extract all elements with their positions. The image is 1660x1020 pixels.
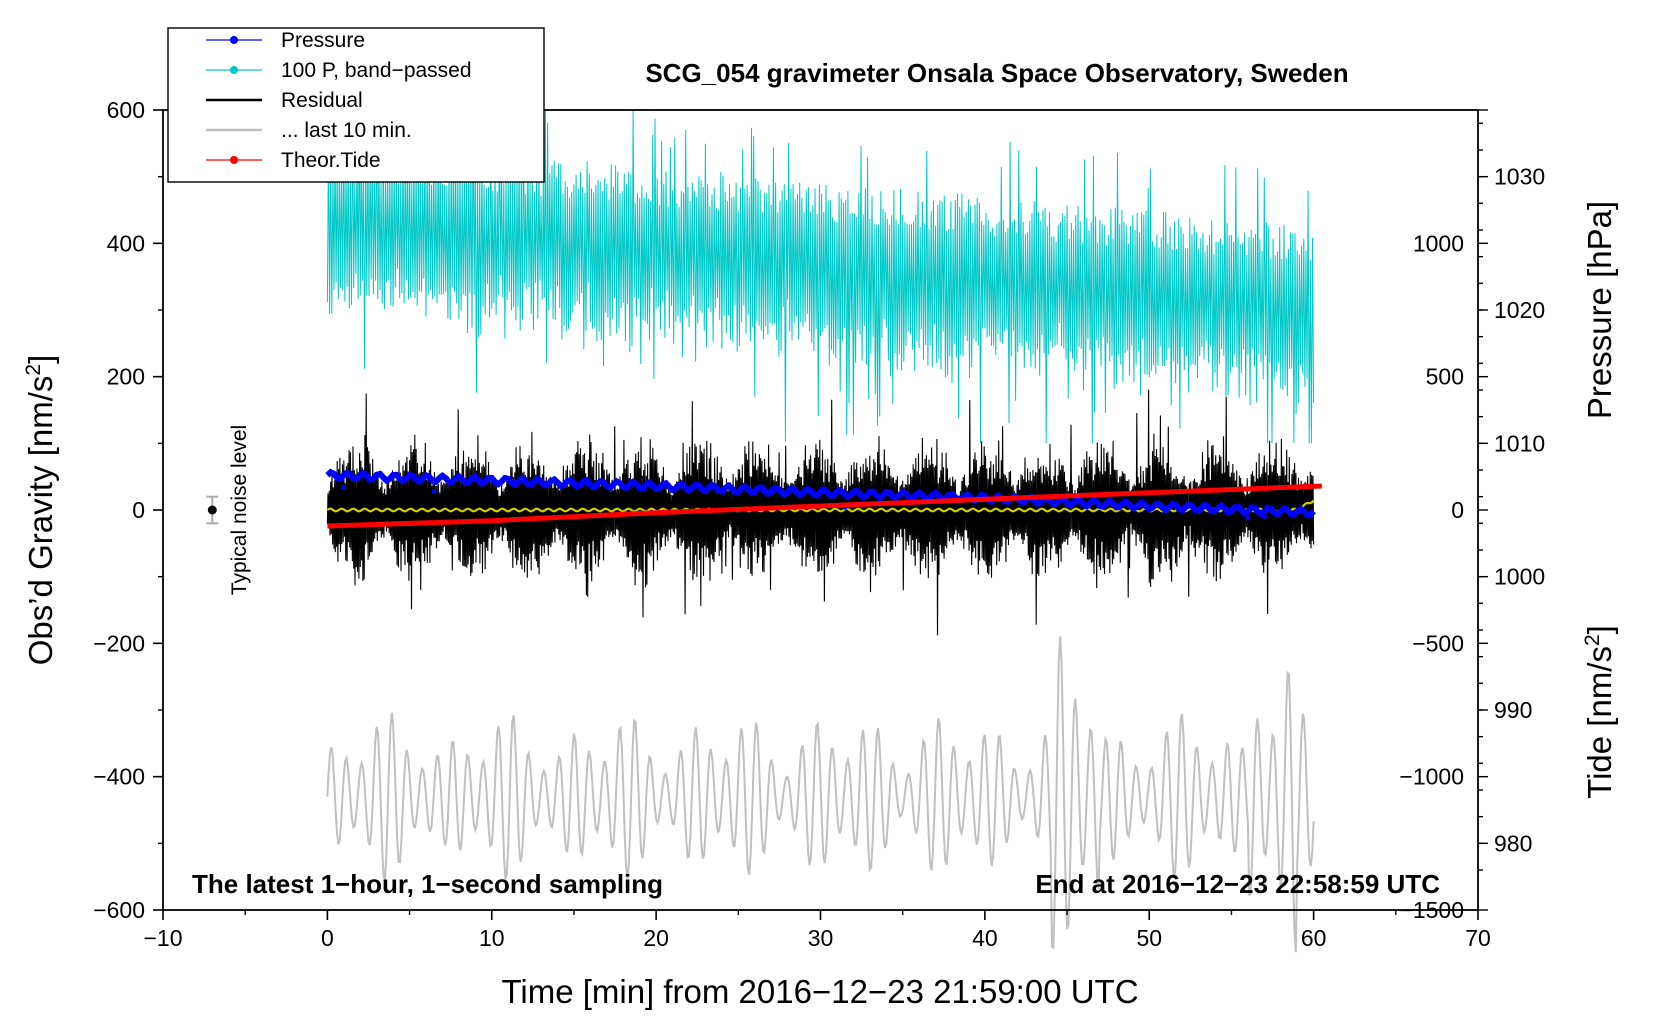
- x-tick-label: 30: [808, 925, 834, 951]
- tide-tick-label: 500: [1426, 364, 1464, 390]
- pressure-outlier-point: [1064, 502, 1070, 508]
- tide-tick-label: −500: [1412, 630, 1464, 656]
- y-tick-label: 400: [107, 230, 145, 256]
- y-axis-label-tide: Tide [nm/s2]: [1581, 625, 1618, 799]
- series-residual: [326, 389, 1315, 636]
- noise-dot: [207, 505, 217, 515]
- legend-box: [167, 27, 545, 183]
- legend-label: Pressure: [281, 29, 365, 52]
- y-tick-label: −600: [93, 897, 145, 923]
- ticks-layer: −10 0 10 20 30 40 50 60 706004002000−200−400−600…: [93, 97, 1545, 951]
- pressure-tick-label: 1010: [1494, 430, 1545, 456]
- series-theoretical-tide: [327, 483, 1322, 529]
- tide-tick-label: 1000: [1413, 230, 1464, 256]
- y-tick-label: 200: [107, 364, 145, 390]
- x-tick-label: 0: [321, 925, 334, 951]
- noise-level-marker: [206, 495, 219, 525]
- x-tick-label: 60: [1301, 925, 1327, 951]
- pressure-outlier-point: [1245, 515, 1251, 521]
- y-axis-label-tide-end: ]: [1581, 625, 1618, 634]
- x-tick-label: 70: [1465, 925, 1491, 951]
- y-tick-label: −200: [93, 630, 145, 656]
- pressure-tick-label: 1020: [1494, 297, 1545, 323]
- pressure-outlier-point: [341, 484, 347, 490]
- y-tick-label: 0: [132, 497, 145, 523]
- x-tick-label: 40: [972, 925, 998, 951]
- pressure-tick-label: 980: [1494, 830, 1532, 856]
- note-left: The latest 1−hour, 1−second sampling: [192, 869, 663, 899]
- y-axis-label-tide-sup: 2: [1581, 634, 1604, 646]
- pressure-outlier-point: [1261, 514, 1267, 520]
- legend-label: ... last 10 min.: [281, 119, 412, 142]
- y-tick-label: −400: [93, 764, 145, 790]
- pressure-tick-label: 1030: [1494, 164, 1545, 190]
- y-axis-label-left: Obs’d Gravity [nm/s2]: [22, 355, 59, 666]
- pressure-tick-label: 1000: [1494, 564, 1545, 590]
- tide-tick-label: −1500: [1399, 897, 1464, 923]
- y-axis-label-tide-main: Tide [nm/s: [1581, 646, 1618, 799]
- pressure-tick-label: 990: [1494, 697, 1532, 723]
- x-axis-label: Time [min] from 2016−12−23 21:59:00 UTC: [501, 973, 1138, 1010]
- y-axis-label-pressure: Pressure [hPa]: [1581, 201, 1618, 419]
- x-tick-label: 10: [479, 925, 505, 951]
- legend-swatch-marker: [230, 156, 238, 164]
- legend-label: Theor.Tide: [281, 149, 381, 172]
- series-pressure: [325, 468, 1316, 519]
- y-axis-label-left-sup: 2: [22, 364, 45, 376]
- chart-title: SCG_054 gravimeter Onsala Space Observat…: [645, 58, 1348, 88]
- legend-label: 100 P, band−passed: [281, 59, 472, 82]
- x-tick-label: 20: [643, 925, 669, 951]
- legend-swatch-marker: [230, 66, 238, 74]
- pressure-outlier-point: [431, 488, 437, 494]
- x-tick-label: 50: [1136, 925, 1162, 951]
- legend: Pressure 100 P, band−passed Residual ... la…: [167, 27, 545, 183]
- tide-tick-label: −1000: [1399, 764, 1464, 790]
- series-layer: [325, 109, 1322, 953]
- tide-tick-label: 0: [1451, 497, 1464, 523]
- legend-swatch-marker: [230, 36, 238, 44]
- legend-entries: Pressure 100 P, band−passed Residual ... la…: [206, 29, 472, 172]
- series-last-10-min: [326, 636, 1315, 953]
- noise-label: Typical noise level: [228, 425, 251, 595]
- legend-label: Residual: [281, 89, 363, 112]
- note-right: End at 2016−12−23 22:58:59 UTC: [1035, 869, 1440, 899]
- y-axis-label-left-end: ]: [22, 355, 59, 364]
- x-tick-label: −10: [143, 925, 182, 951]
- y-axis-label-left-main: Obs’d Gravity [nm/s: [22, 376, 59, 666]
- y-tick-label: 600: [107, 97, 145, 123]
- series-pressure-band-passed: [326, 109, 1315, 444]
